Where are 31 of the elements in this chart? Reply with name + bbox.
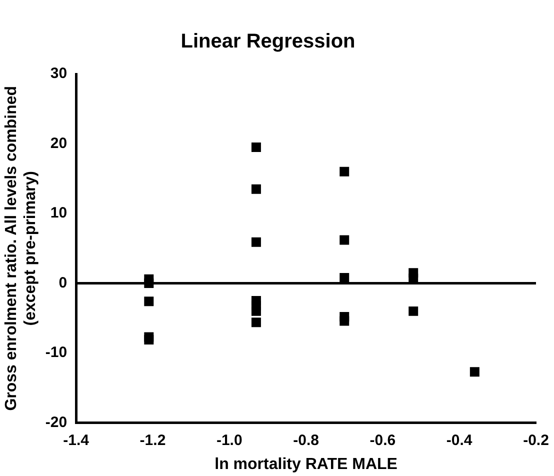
x-axis-title: ln mortality RATE MALE [214,456,398,473]
point [144,335,154,345]
point [408,306,418,316]
point [144,296,154,306]
x-tick-label: -0.6 [370,432,396,449]
y-tick-label: 0 [58,274,68,292]
point [470,367,480,377]
point [340,166,350,176]
y-tick-label: 10 [50,204,68,222]
x-tick-label: -0.4 [446,432,473,449]
point [144,278,154,288]
point [340,272,350,282]
x-tick-label: -0.2 [523,432,549,449]
point [340,235,350,245]
y-tick-label: 20 [50,134,68,152]
point [408,274,418,284]
point [251,142,261,152]
point [251,318,261,328]
x-tick-label: -1.0 [216,432,242,449]
y-tick-label: -20 [45,414,68,431]
y-tick-label: 30 [50,65,68,82]
point [251,237,261,247]
x-tick-label: -1.2 [140,432,166,449]
y-axis-title: Gross enrolment ratio. All levels combined (except pre-primary) [3,86,40,411]
x-tick-label: -0.8 [293,432,319,449]
point [340,316,350,326]
x-tick-label: -1.4 [63,432,90,449]
point [251,184,261,194]
point [251,306,261,316]
chart-title: Linear Regression [180,30,356,53]
y-tick-label: -10 [45,344,68,362]
